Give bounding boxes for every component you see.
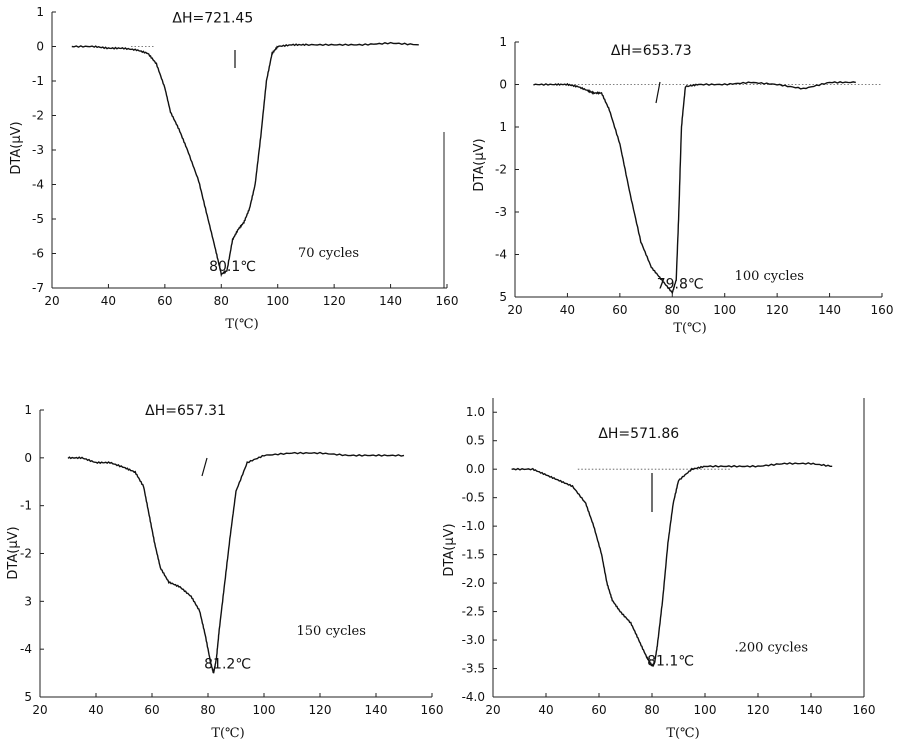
x-tick-label: 40 [560, 303, 575, 317]
x-tick-label: 140 [818, 303, 841, 317]
x-tick-label: 40 [101, 294, 116, 308]
x-tick-label: 100 [253, 703, 276, 717]
cycles-label: .200 cycles [734, 640, 808, 655]
y-tick-label: 1 [499, 120, 507, 134]
x-axis-label: T(℃) [666, 726, 699, 741]
dta-curve [511, 462, 833, 668]
y-tick-label: -3 [32, 143, 44, 157]
y-tick-label: -3 [495, 205, 507, 219]
y-tick-label: 0 [24, 451, 32, 465]
dta-curve [67, 451, 405, 674]
y-axis-label: DTA(μV) [6, 526, 21, 579]
x-tick-label: 100 [694, 703, 717, 717]
x-axis-label: T(℃) [225, 317, 258, 332]
x-tick-label: 60 [591, 703, 606, 717]
x-tick-label: 160 [853, 703, 876, 717]
peak-temperature-label: 79.8℃ [657, 277, 704, 293]
y-tick-label: -2 [32, 109, 44, 123]
cycles-label: 70 cycles [298, 246, 359, 261]
x-tick-label: 80 [665, 303, 680, 317]
y-axis-label: DTA(μV) [9, 121, 24, 174]
dta-panel-3: 20 40 60 80 100 120 140 160 1 0 -1 -2 3 -4 5 DTA(μV) T(℃… [6, 403, 443, 741]
enthalpy-annotation: ΔH=653.73 [611, 43, 692, 59]
x-tick-label: 60 [612, 303, 627, 317]
y-tick-label: -0.5 [462, 491, 485, 505]
x-axis-label: T(℃) [673, 321, 706, 336]
x-tick-label: 80 [214, 294, 229, 308]
x-tick-label: 160 [871, 303, 894, 317]
x-tick-label: 100 [266, 294, 289, 308]
x-tick-label: 80 [200, 703, 215, 717]
y-tick-label: 0 [499, 78, 507, 92]
y-tick-label: 0.5 [466, 434, 485, 448]
enthalpy-annotation: ΔH=657.31 [145, 403, 226, 419]
dta-curve [71, 41, 419, 278]
y-tick-label: -1 [32, 74, 44, 88]
y-tick-label: -5 [32, 212, 44, 226]
x-tick-label: 140 [365, 703, 388, 717]
y-tick-label: -2 [20, 547, 32, 561]
cycles-label: 150 cycles [297, 624, 366, 639]
peak-temperature-label: 81.1℃ [647, 654, 694, 670]
x-tick-label: 160 [421, 703, 444, 717]
x-tick-label: 20 [44, 294, 59, 308]
y-tick-label: -2 [495, 163, 507, 177]
x-tick-label: 120 [766, 303, 789, 317]
dta-curve [533, 81, 856, 295]
y-tick-label: -4 [32, 178, 44, 192]
x-tick-label: 140 [379, 294, 402, 308]
x-tick-label: 20 [507, 303, 522, 317]
y-tick-label: 5 [499, 290, 507, 304]
dta-panel-1: 20 40 60 80 100 120 140 160 1 0 -1 -2 -3 -4 -5 -6 -7 DTA(… [9, 5, 458, 332]
x-tick-label: 40 [538, 703, 553, 717]
y-tick-label: -4.0 [462, 690, 485, 704]
y-tick-label: 0.0 [466, 462, 485, 476]
y-tick-label: 5 [24, 690, 32, 704]
y-axis-label: DTA(μV) [472, 138, 487, 191]
x-tick-label: 120 [747, 703, 770, 717]
x-axis-label: T(℃) [211, 726, 244, 741]
y-tick-label: -1 [20, 499, 32, 513]
dta-panel-2: 20 40 60 80 100 120 140 160 1 0 1 -2 -3 -4 5 DTA(μV) T(℃… [472, 35, 893, 336]
dta-panel-4: 20 40 60 80 100 120 140 160 1.0 0.5 0.0 -0.5 -1.0 -1.… [442, 398, 875, 741]
enthalpy-annotation: ΔH=571.86 [598, 426, 679, 442]
y-tick-label: 0 [36, 40, 44, 54]
x-tick-label: 160 [436, 294, 459, 308]
x-tick-label: 120 [309, 703, 332, 717]
y-tick-label: 1.0 [466, 405, 485, 419]
peak-temperature-label: 80.1℃ [209, 259, 256, 275]
y-tick-label: 1 [24, 403, 32, 417]
y-tick-label: -2.5 [462, 605, 485, 619]
x-tick-label: 100 [713, 303, 736, 317]
y-tick-label: -7 [32, 281, 44, 295]
peak-temperature-label: 81.2℃ [204, 656, 251, 672]
y-tick-label: -1.0 [462, 519, 485, 533]
y-tick-label: -1.5 [462, 548, 485, 562]
y-tick-label: -4 [495, 248, 507, 262]
enthalpy-pointer [201, 457, 208, 477]
x-tick-label: 60 [157, 294, 172, 308]
x-tick-label: 140 [800, 703, 823, 717]
x-tick-label: 60 [144, 703, 159, 717]
x-tick-label: 120 [323, 294, 346, 308]
enthalpy-annotation: ΔH=721.45 [172, 10, 253, 26]
y-tick-label: 1 [36, 5, 44, 19]
x-tick-label: 20 [32, 703, 47, 717]
y-tick-label: -4 [20, 642, 32, 656]
enthalpy-pointer [655, 81, 661, 104]
x-tick-label: 20 [485, 703, 500, 717]
x-tick-label: 80 [644, 703, 659, 717]
cycles-label: 100 cycles [735, 269, 804, 284]
y-axis-label: DTA(μV) [442, 523, 457, 576]
y-tick-label: -2.0 [462, 576, 485, 590]
x-tick-label: 40 [88, 703, 103, 717]
y-tick-label: -3.0 [462, 633, 485, 647]
y-tick-label: -6 [32, 247, 44, 261]
y-tick-label: -3.5 [462, 662, 485, 676]
y-tick-label: 1 [499, 35, 507, 49]
y-tick-label: 3 [24, 594, 32, 608]
